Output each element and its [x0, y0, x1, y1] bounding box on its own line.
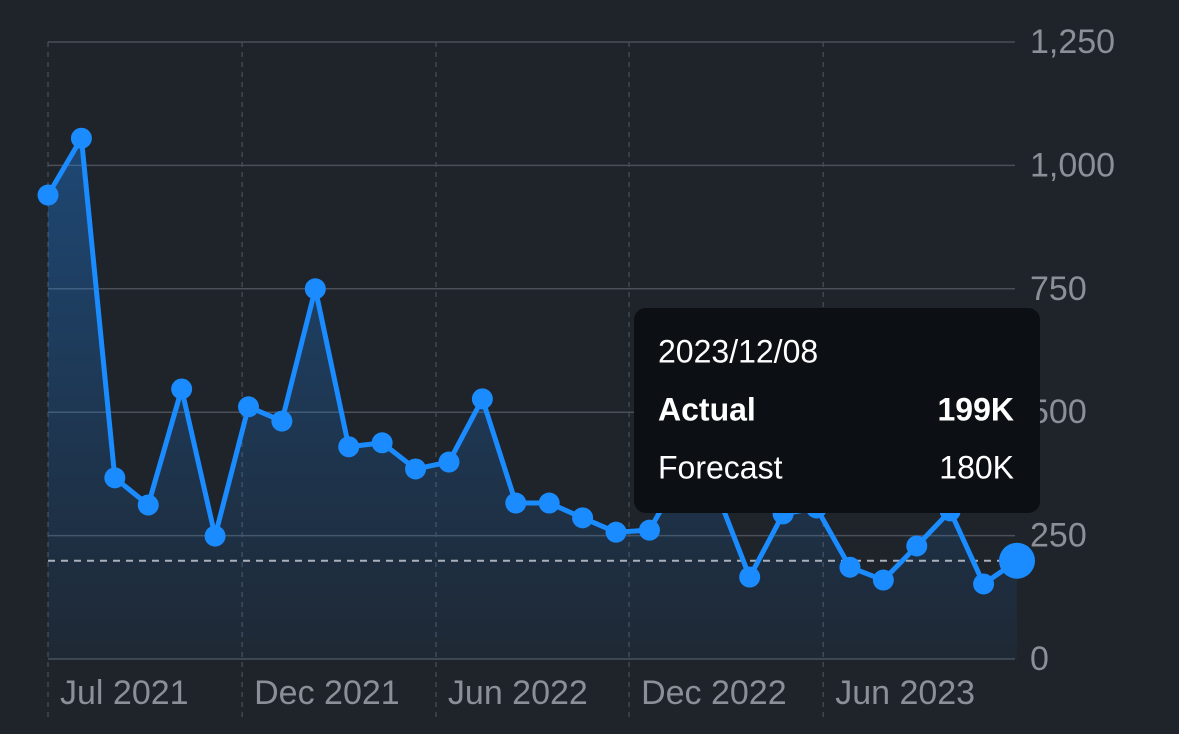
point	[872, 569, 894, 591]
y-tick-label: 750	[1030, 270, 1087, 308]
point	[237, 396, 259, 418]
y-tick-label: 250	[1030, 517, 1087, 555]
point	[271, 410, 293, 432]
point	[839, 556, 861, 578]
point	[405, 458, 427, 480]
y-tick-label: 0	[1030, 640, 1049, 678]
y-tick-label: 1,000	[1030, 146, 1115, 184]
point	[338, 436, 360, 458]
point	[739, 566, 761, 588]
point	[605, 521, 627, 543]
point	[204, 525, 226, 547]
x-tick-label: Jul 2021	[60, 674, 189, 712]
point	[137, 494, 159, 516]
point	[104, 467, 126, 489]
x-tick-label: Jun 2023	[835, 674, 975, 712]
area	[48, 138, 1017, 659]
x-tick-label: Jun 2022	[448, 674, 588, 712]
point	[999, 542, 1035, 579]
tooltip-label: Forecast	[658, 449, 783, 485]
point	[973, 573, 995, 595]
point	[538, 492, 560, 514]
point	[638, 519, 660, 541]
point	[304, 278, 326, 300]
point	[438, 451, 460, 473]
tooltip-value: 199K	[938, 391, 1015, 427]
tooltip-date: 2023/12/08	[658, 333, 818, 369]
point	[505, 492, 527, 514]
point	[37, 184, 59, 206]
tooltip-label: Actual	[658, 391, 756, 427]
point	[371, 432, 393, 454]
x-tick-label: Dec 2022	[641, 674, 787, 712]
tooltip-value: 180K	[939, 449, 1014, 485]
point	[906, 535, 928, 557]
tooltip-box	[634, 308, 1040, 513]
point	[171, 378, 193, 400]
x-tick-label: Dec 2021	[254, 674, 400, 712]
point	[572, 507, 594, 529]
point	[70, 127, 92, 149]
y-tick-label: 1,250	[1030, 23, 1115, 61]
tooltip: 2023/12/08 Actual 199K Forecast 180K	[634, 308, 1040, 513]
point	[471, 388, 493, 410]
